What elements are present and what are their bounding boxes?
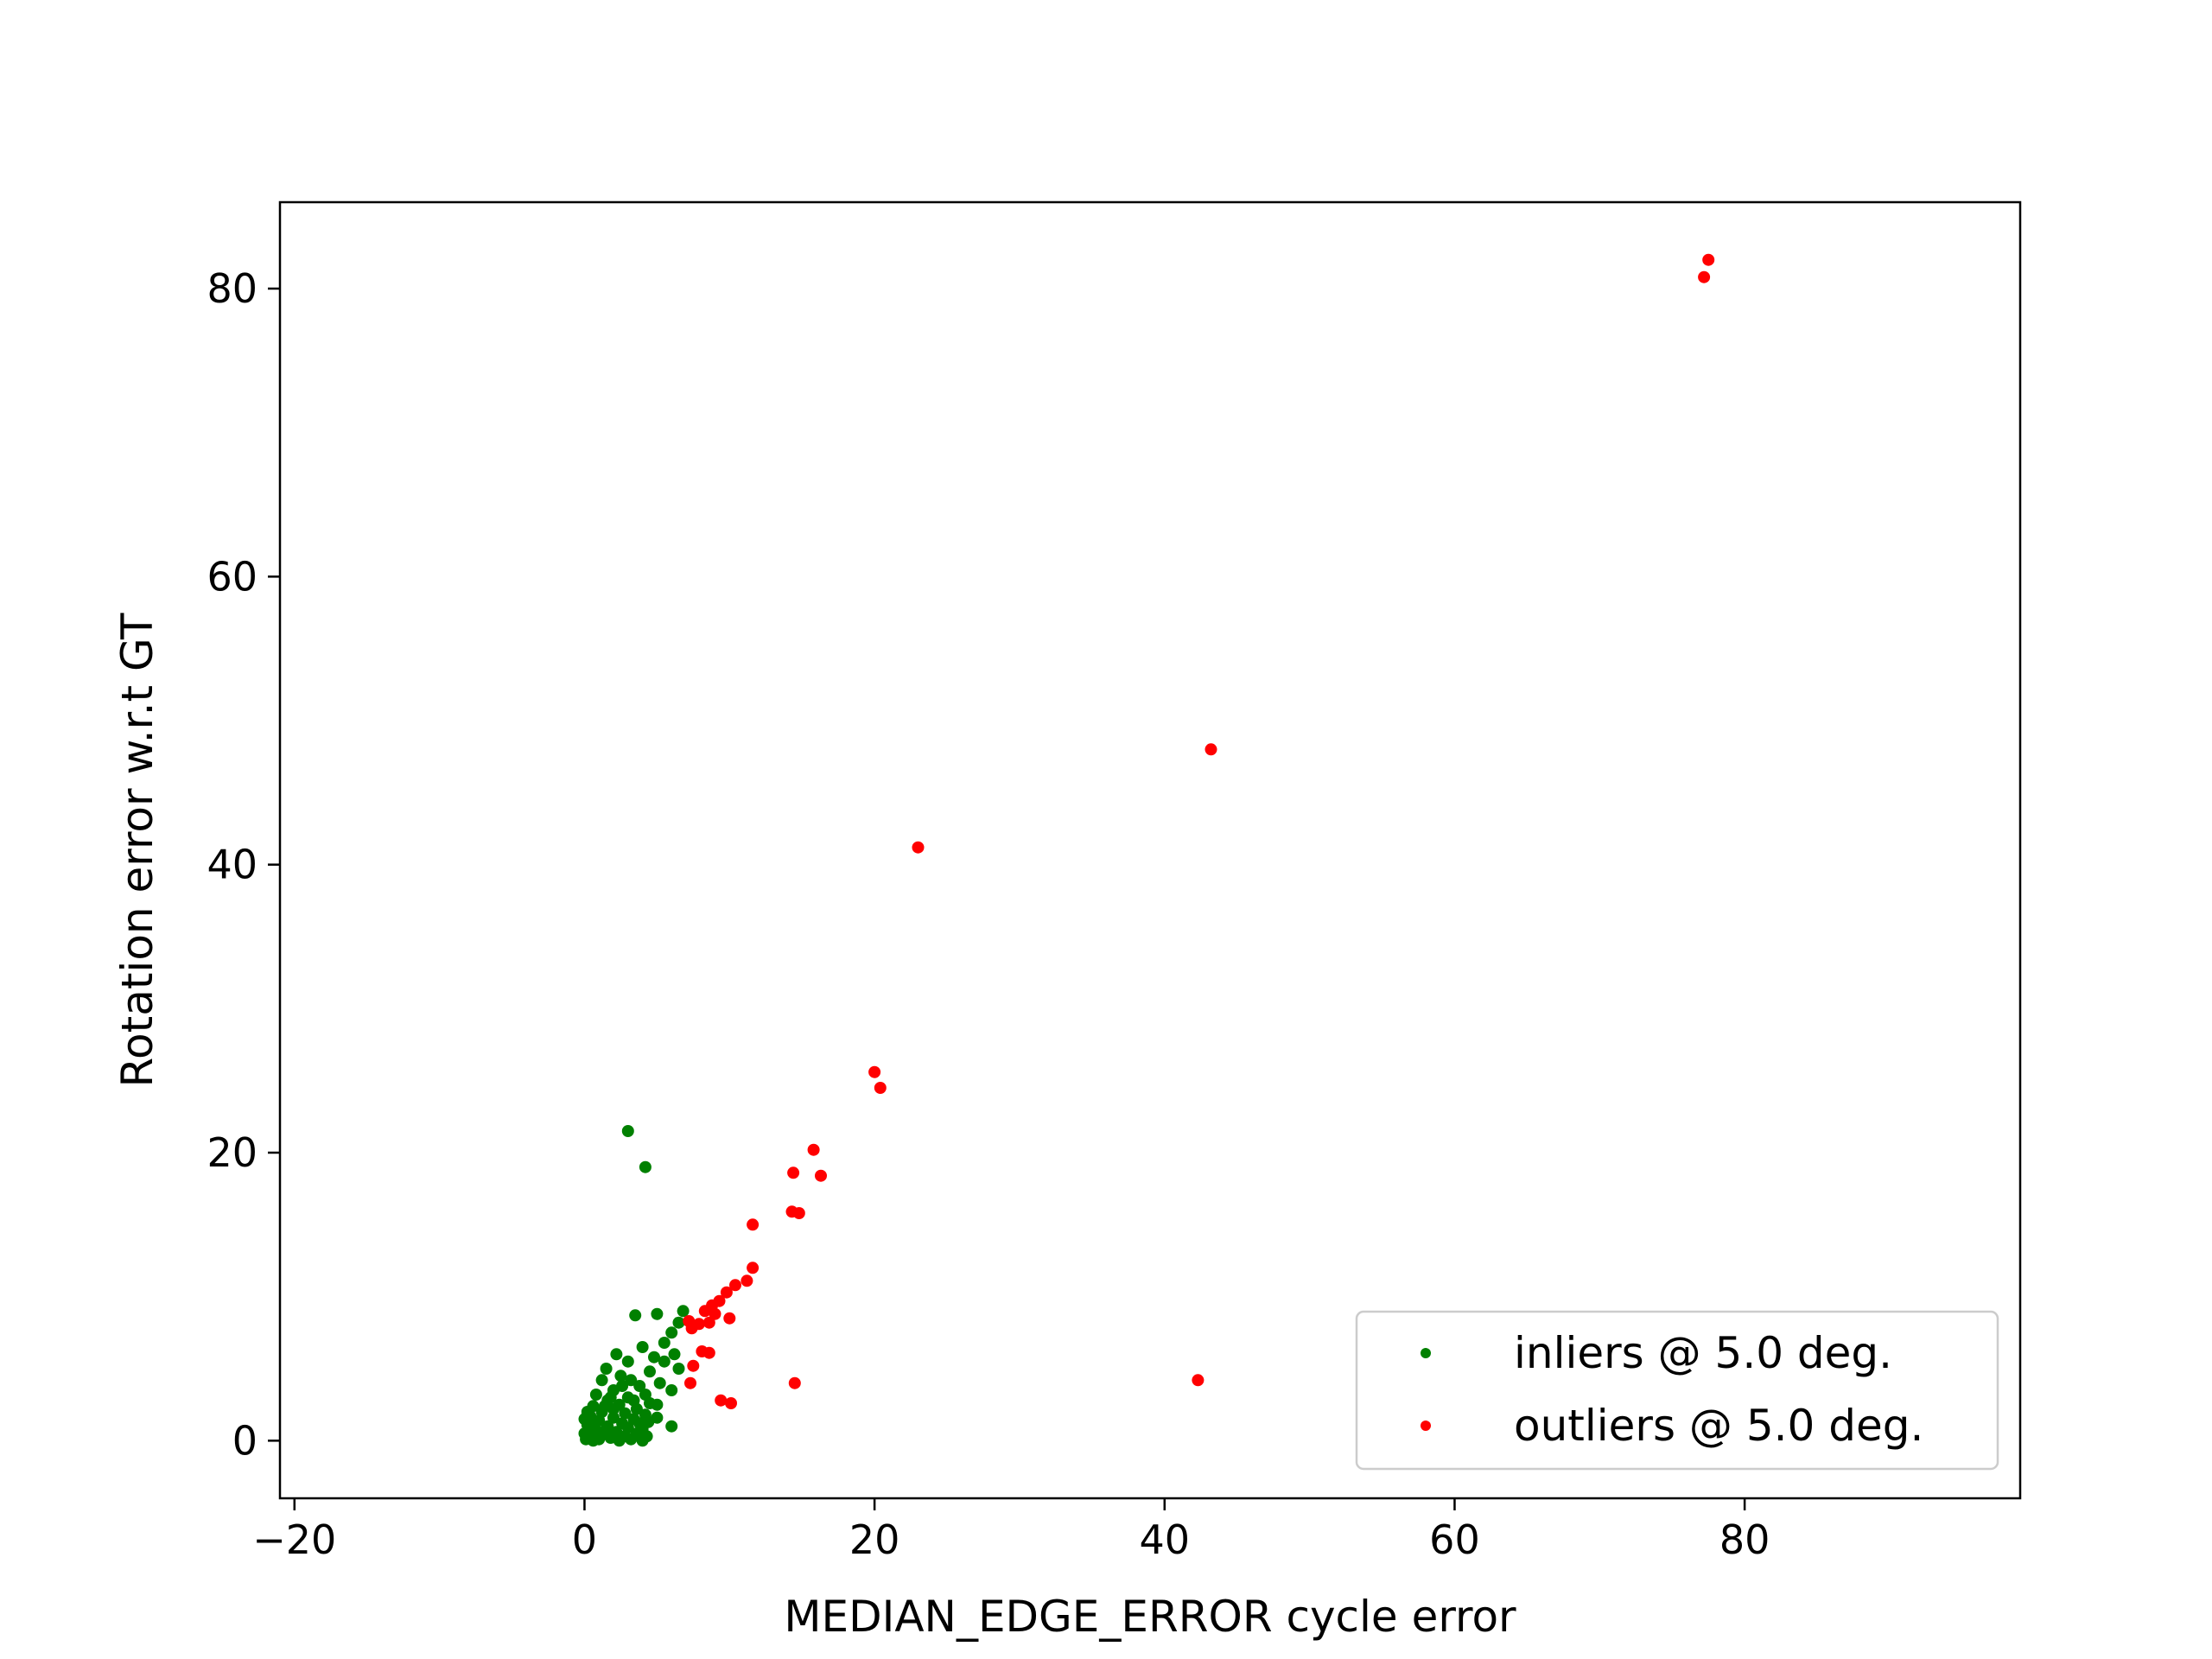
outlier-point-26 bbox=[684, 1376, 696, 1389]
x-tick-label: −20 bbox=[252, 1516, 336, 1563]
outlier-point-0 bbox=[1702, 253, 1715, 266]
inlier-point-55 bbox=[636, 1434, 649, 1447]
inlier-point-72 bbox=[607, 1402, 620, 1415]
inlier-point-19 bbox=[633, 1380, 646, 1392]
inlier-point-53 bbox=[613, 1434, 626, 1447]
x-tick-label: 40 bbox=[1140, 1516, 1191, 1563]
inlier-point-30 bbox=[619, 1407, 632, 1420]
inlier-point-16 bbox=[614, 1370, 627, 1382]
outlier-point-13 bbox=[741, 1274, 753, 1287]
outlier-point-31 bbox=[788, 1376, 801, 1389]
inlier-point-21 bbox=[589, 1389, 602, 1401]
outlier-point-24 bbox=[683, 1315, 696, 1327]
inlier-point-33 bbox=[607, 1411, 620, 1424]
outlier-point-14 bbox=[729, 1279, 741, 1292]
inlier-point-5 bbox=[672, 1316, 685, 1329]
outlier-point-4 bbox=[868, 1065, 881, 1078]
y-axis-ticks: 0 20 40 60 80 bbox=[207, 265, 280, 1464]
inlier-point-4 bbox=[677, 1305, 690, 1318]
inlier-point-62 bbox=[604, 1391, 617, 1404]
inlier-point-52 bbox=[625, 1433, 638, 1446]
outlier-point-19 bbox=[709, 1307, 721, 1320]
inlier-point-1 bbox=[639, 1160, 652, 1173]
inlier-point-7 bbox=[658, 1337, 671, 1349]
legend-box bbox=[1355, 1310, 1999, 1471]
inlier-point-59 bbox=[648, 1351, 660, 1363]
outlier-point-21 bbox=[702, 1316, 715, 1329]
legend-marker-outliers bbox=[1421, 1421, 1431, 1431]
legend-label-outliers: outliers @ 5.0 deg. bbox=[1514, 1401, 1923, 1451]
inlier-point-2 bbox=[629, 1309, 642, 1322]
outlier-point-9 bbox=[747, 1218, 760, 1231]
outlier-point-7 bbox=[815, 1169, 827, 1182]
y-tick-label: 0 bbox=[232, 1417, 257, 1464]
inlier-point-69 bbox=[578, 1413, 591, 1426]
x-tick-label: 20 bbox=[849, 1516, 900, 1563]
inlier-point-12 bbox=[672, 1363, 685, 1375]
inlier-point-67 bbox=[651, 1411, 664, 1424]
inlier-point-18 bbox=[653, 1376, 666, 1389]
inlier-point-73 bbox=[627, 1394, 640, 1407]
outlier-point-6 bbox=[807, 1143, 820, 1156]
outlier-point-32 bbox=[1192, 1374, 1205, 1387]
outlier-point-29 bbox=[715, 1394, 728, 1407]
inlier-point-6 bbox=[665, 1326, 678, 1339]
inlier-point-60 bbox=[625, 1374, 638, 1387]
outlier-point-2 bbox=[1205, 743, 1217, 756]
y-axis-label: Rotation error w.r.t GT bbox=[112, 613, 162, 1087]
outlier-point-12 bbox=[747, 1262, 760, 1274]
inlier-point-14 bbox=[665, 1420, 678, 1433]
x-tick-label: 80 bbox=[1719, 1516, 1770, 1563]
inlier-point-8 bbox=[636, 1341, 649, 1353]
x-axis-label: MEDIAN_EDGE_ERROR cycle error bbox=[784, 1592, 1516, 1642]
inlier-point-57 bbox=[658, 1355, 671, 1368]
inlier-point-3 bbox=[651, 1307, 664, 1320]
inlier-point-11 bbox=[600, 1363, 613, 1375]
outlier-point-3 bbox=[912, 841, 925, 854]
y-tick-label: 60 bbox=[207, 553, 257, 600]
points-layer bbox=[578, 253, 1715, 1447]
outlier-point-8 bbox=[787, 1166, 800, 1179]
inlier-point-70 bbox=[584, 1421, 597, 1434]
inlier-point-58 bbox=[668, 1348, 681, 1361]
inlier-point-66 bbox=[633, 1417, 646, 1430]
outlier-point-15 bbox=[720, 1286, 733, 1299]
outlier-point-1 bbox=[1698, 270, 1711, 283]
y-tick-label: 80 bbox=[207, 265, 257, 312]
inlier-point-61 bbox=[616, 1380, 629, 1392]
inlier-point-54 bbox=[587, 1434, 600, 1447]
x-axis-ticks: −20 0 20 40 60 80 bbox=[252, 1498, 1770, 1563]
plot-frame bbox=[278, 200, 2022, 1500]
inlier-point-17 bbox=[595, 1374, 608, 1387]
inlier-point-15 bbox=[644, 1365, 656, 1378]
y-tick-label: 20 bbox=[207, 1129, 257, 1176]
inlier-point-56 bbox=[651, 1398, 664, 1411]
legend-label-inliers: inliers @ 5.0 deg. bbox=[1514, 1328, 1892, 1378]
outlier-point-25 bbox=[687, 1359, 700, 1372]
x-tick-label: 0 bbox=[572, 1516, 597, 1563]
legend-marker-inliers bbox=[1421, 1348, 1431, 1358]
inlier-point-10 bbox=[621, 1355, 634, 1368]
inlier-point-0 bbox=[621, 1125, 634, 1137]
outlier-point-30 bbox=[725, 1397, 737, 1409]
outlier-point-11 bbox=[792, 1207, 805, 1219]
outlier-point-5 bbox=[874, 1082, 887, 1094]
y-tick-label: 40 bbox=[207, 842, 257, 888]
inlier-point-71 bbox=[600, 1423, 613, 1435]
inlier-point-13 bbox=[665, 1384, 678, 1396]
outlier-point-20 bbox=[723, 1312, 736, 1325]
outlier-point-18 bbox=[698, 1305, 711, 1318]
outlier-point-28 bbox=[702, 1346, 715, 1359]
x-tick-label: 60 bbox=[1429, 1516, 1480, 1563]
inlier-point-9 bbox=[610, 1348, 623, 1361]
legend: inliers @ 5.0 deg. outliers @ 5.0 deg. bbox=[1355, 1310, 1999, 1471]
